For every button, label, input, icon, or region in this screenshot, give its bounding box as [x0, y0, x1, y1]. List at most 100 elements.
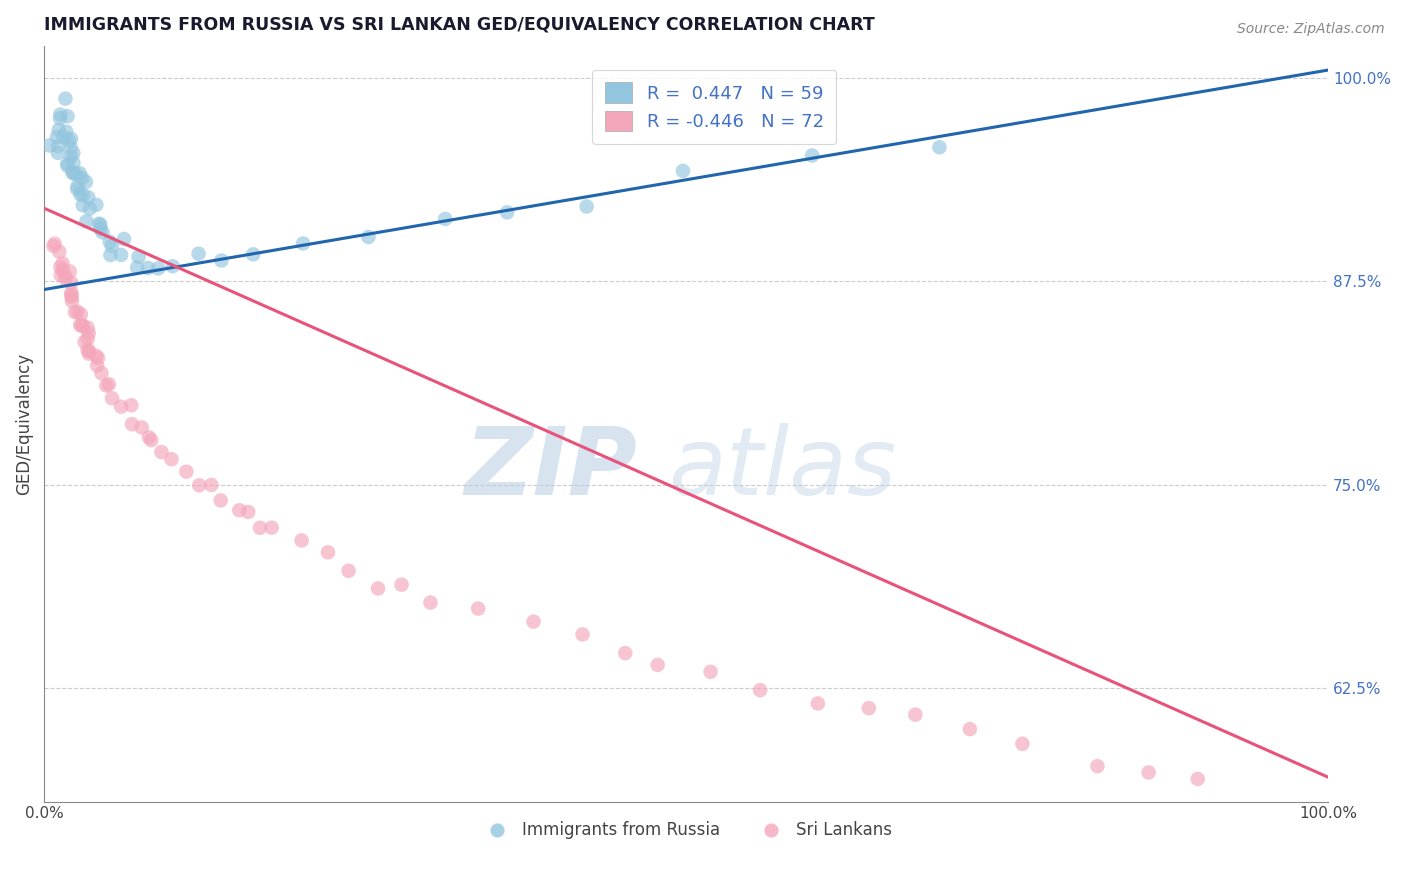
Point	[53, 269, 76, 284]
Point	[62, 165, 84, 179]
Point	[79, 344, 101, 359]
Point	[42, 239, 65, 253]
Point	[575, 199, 598, 213]
Point	[647, 657, 669, 672]
Text: Source: ZipAtlas.com: Source: ZipAtlas.com	[1237, 22, 1385, 37]
Text: IMMIGRANTS FROM RUSSIA VS SRI LANKAN GED/EQUIVALENCY CORRELATION CHART: IMMIGRANTS FROM RUSSIA VS SRI LANKAN GED…	[44, 15, 875, 33]
Point	[141, 433, 163, 447]
Point	[522, 615, 544, 629]
Point	[49, 107, 72, 121]
Point	[242, 247, 264, 261]
Point	[357, 230, 380, 244]
Point	[90, 366, 112, 380]
Point	[1087, 759, 1109, 773]
Point	[131, 420, 153, 434]
Point	[467, 601, 489, 615]
Point	[672, 164, 695, 178]
Point	[138, 430, 160, 444]
Point	[209, 493, 232, 508]
Point	[62, 146, 84, 161]
Point	[1137, 765, 1160, 780]
Point	[160, 452, 183, 467]
Point	[76, 320, 98, 334]
Point	[801, 148, 824, 162]
Point	[60, 276, 83, 290]
Point	[69, 166, 91, 180]
Point	[66, 179, 89, 194]
Point	[56, 109, 79, 123]
Point	[72, 188, 94, 202]
Point	[128, 250, 150, 264]
Point	[60, 288, 83, 302]
Point	[55, 125, 77, 139]
Point	[38, 138, 60, 153]
Point	[187, 246, 209, 260]
Point	[76, 332, 98, 346]
Point	[59, 149, 82, 163]
Point	[228, 503, 250, 517]
Point	[89, 218, 111, 232]
Point	[120, 398, 142, 412]
Point	[211, 253, 233, 268]
Point	[44, 236, 66, 251]
Point	[614, 646, 637, 660]
Point	[69, 318, 91, 333]
Point	[176, 465, 198, 479]
Point	[62, 156, 84, 170]
Legend: Immigrants from Russia, Sri Lankans: Immigrants from Russia, Sri Lankans	[474, 814, 898, 847]
Point	[49, 268, 72, 283]
Point	[110, 400, 132, 414]
Point	[391, 577, 413, 591]
Point	[48, 244, 70, 259]
Point	[60, 132, 83, 146]
Point	[70, 318, 93, 332]
Point	[77, 190, 100, 204]
Point	[55, 272, 77, 286]
Point	[91, 225, 114, 239]
Point	[72, 171, 94, 186]
Point	[59, 264, 82, 278]
Point	[69, 187, 91, 202]
Point	[72, 319, 94, 334]
Point	[928, 140, 950, 154]
Point	[292, 236, 315, 251]
Point	[238, 505, 260, 519]
Point	[101, 239, 124, 253]
Point	[110, 248, 132, 262]
Point	[699, 665, 721, 679]
Point	[86, 349, 108, 363]
Point	[162, 260, 184, 274]
Point	[77, 346, 100, 360]
Point	[1011, 737, 1033, 751]
Point	[148, 261, 170, 276]
Point	[66, 305, 89, 319]
Point	[60, 290, 83, 304]
Point	[1187, 772, 1209, 786]
Point	[136, 260, 159, 275]
Point	[52, 129, 75, 144]
Point	[65, 167, 87, 181]
Text: ZIP: ZIP	[465, 423, 638, 515]
Point	[62, 166, 84, 180]
Point	[121, 417, 143, 432]
Point	[496, 205, 519, 219]
Y-axis label: GED/Equivalency: GED/Equivalency	[15, 352, 32, 495]
Point	[49, 260, 72, 274]
Point	[260, 521, 283, 535]
Point	[63, 305, 86, 319]
Point	[112, 232, 135, 246]
Point	[79, 202, 101, 216]
Point	[75, 175, 97, 189]
Point	[249, 521, 271, 535]
Point	[571, 627, 593, 641]
Point	[100, 248, 122, 262]
Point	[101, 391, 124, 405]
Point	[858, 701, 880, 715]
Point	[904, 707, 927, 722]
Point	[89, 222, 111, 236]
Point	[56, 156, 79, 170]
Point	[86, 198, 108, 212]
Text: atlas: atlas	[668, 424, 897, 515]
Point	[749, 683, 772, 698]
Point	[150, 445, 173, 459]
